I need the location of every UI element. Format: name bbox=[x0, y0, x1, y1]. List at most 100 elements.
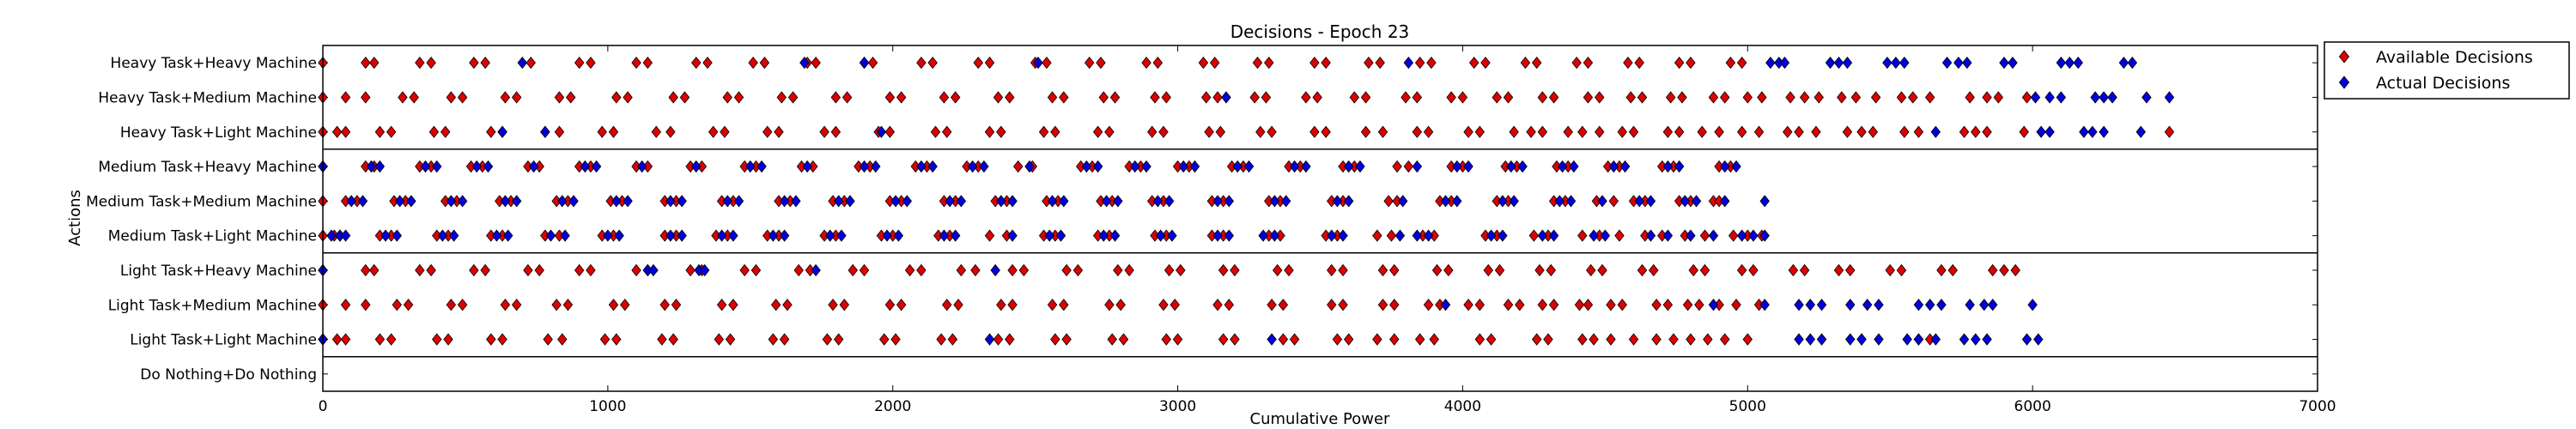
marker-available-decisions bbox=[1309, 125, 1320, 138]
marker-available-decisions bbox=[1625, 91, 1636, 104]
marker-actual-decisions bbox=[1759, 195, 1770, 208]
marker-available-decisions bbox=[916, 57, 927, 69]
marker-available-decisions bbox=[543, 333, 553, 346]
marker-available-decisions bbox=[1785, 91, 1795, 104]
marker-actual-decisions bbox=[665, 229, 676, 242]
marker-actual-decisions bbox=[677, 195, 687, 208]
marker-available-decisions bbox=[1332, 333, 1343, 346]
marker-actual-decisions bbox=[799, 57, 810, 69]
y-tick-label: Light Task+Medium Machine bbox=[108, 297, 317, 314]
marker-available-decisions bbox=[597, 125, 607, 138]
marker-available-decisions bbox=[759, 57, 770, 69]
marker-actual-decisions bbox=[1662, 229, 1674, 242]
marker-actual-decisions bbox=[540, 125, 550, 138]
marker-available-decisions bbox=[1637, 263, 1648, 277]
marker-available-decisions bbox=[1515, 299, 1525, 311]
marker-available-decisions bbox=[386, 125, 397, 138]
marker-available-decisions bbox=[1170, 299, 1180, 311]
marker-actual-decisions bbox=[1463, 160, 1473, 173]
marker-actual-decisions bbox=[1081, 160, 1092, 173]
marker-actual-decisions bbox=[1452, 160, 1462, 173]
marker-available-decisions bbox=[1924, 91, 1935, 104]
marker-available-decisions bbox=[1993, 91, 2004, 104]
marker-available-decisions bbox=[480, 263, 490, 277]
marker-available-decisions bbox=[1617, 125, 1627, 138]
marker-available-decisions bbox=[1583, 57, 1594, 69]
marker-available-decisions bbox=[574, 263, 585, 277]
marker-available-decisions bbox=[1651, 299, 1662, 311]
marker-available-decisions bbox=[1050, 125, 1060, 138]
y-tick-label: Medium Task+Medium Machine bbox=[86, 193, 317, 210]
marker-actual-decisions bbox=[557, 195, 568, 208]
marker-actual-decisions bbox=[1130, 160, 1140, 173]
marker-available-decisions bbox=[1096, 57, 1106, 69]
marker-actual-decisions bbox=[859, 160, 870, 173]
marker-actual-decisions bbox=[1412, 160, 1423, 173]
marker-available-decisions bbox=[739, 263, 750, 277]
marker-actual-decisions bbox=[756, 160, 767, 173]
x-axis-ticks: 0 1000 2000 3000 4000 5000 6000 7000 bbox=[319, 45, 2336, 415]
marker-available-decisions bbox=[374, 125, 386, 138]
marker-available-decisions bbox=[1050, 333, 1060, 346]
y-tick-label: Heavy Task+Medium Machine bbox=[98, 89, 317, 106]
marker-actual-decisions bbox=[1498, 229, 1508, 242]
marker-actual-decisions bbox=[374, 160, 386, 173]
marker-actual-decisions bbox=[893, 229, 904, 242]
marker-available-decisions bbox=[748, 57, 758, 69]
marker-actual-decisions bbox=[733, 195, 744, 208]
x-tick-label: 5000 bbox=[1729, 398, 1766, 415]
marker-available-decisions bbox=[1742, 91, 1753, 104]
marker-available-decisions bbox=[904, 263, 915, 277]
marker-actual-decisions bbox=[1794, 299, 1804, 311]
marker-available-decisions bbox=[1965, 91, 1975, 104]
marker-available-decisions bbox=[1104, 125, 1115, 138]
marker-actual-decisions bbox=[2118, 57, 2129, 69]
marker-available-decisions bbox=[1158, 125, 1169, 138]
marker-available-decisions bbox=[1389, 299, 1400, 311]
marker-available-decisions bbox=[896, 299, 907, 311]
marker-available-decisions bbox=[651, 125, 661, 138]
marker-available-decisions bbox=[930, 125, 941, 138]
marker-actual-decisions bbox=[945, 195, 955, 208]
marker-available-decisions bbox=[1389, 263, 1400, 277]
marker-actual-decisions bbox=[677, 229, 687, 242]
marker-actual-decisions bbox=[1269, 195, 1280, 208]
marker-actual-decisions bbox=[1987, 299, 1998, 311]
marker-available-decisions bbox=[1474, 299, 1485, 311]
marker-actual-decisions bbox=[446, 195, 457, 208]
marker-available-decisions bbox=[1896, 263, 1907, 277]
marker-actual-decisions bbox=[1805, 333, 1816, 346]
marker-available-decisions bbox=[1104, 299, 1115, 311]
marker-available-decisions bbox=[1597, 263, 1607, 277]
marker-available-decisions bbox=[331, 333, 343, 346]
marker-actual-decisions bbox=[457, 195, 468, 208]
marker-actual-decisions bbox=[2027, 299, 2038, 311]
marker-available-decisions bbox=[942, 299, 952, 311]
marker-available-decisions bbox=[951, 91, 961, 104]
marker-actual-decisions bbox=[1674, 160, 1685, 173]
marker-available-decisions bbox=[1389, 333, 1400, 346]
marker-available-decisions bbox=[1301, 91, 1311, 104]
marker-available-decisions bbox=[1210, 57, 1220, 69]
marker-available-decisions bbox=[1637, 91, 1648, 104]
marker-available-decisions bbox=[1312, 91, 1322, 104]
marker-available-decisions bbox=[1614, 229, 1625, 242]
marker-available-decisions bbox=[1278, 333, 1289, 346]
marker-available-decisions bbox=[867, 57, 878, 69]
marker-available-decisions bbox=[457, 91, 468, 104]
marker-actual-decisions bbox=[1485, 229, 1497, 242]
marker-available-decisions bbox=[1176, 263, 1186, 277]
marker-available-decisions bbox=[1278, 299, 1289, 311]
marker-actual-decisions bbox=[500, 195, 511, 208]
marker-available-decisions bbox=[733, 91, 744, 104]
marker-available-decisions bbox=[1736, 125, 1747, 138]
marker-actual-decisions bbox=[2099, 125, 2109, 138]
marker-available-decisions bbox=[1059, 91, 1069, 104]
marker-actual-decisions bbox=[580, 160, 591, 173]
marker-available-decisions bbox=[1113, 263, 1123, 277]
marker-available-decisions bbox=[1109, 91, 1121, 104]
marker-available-decisions bbox=[562, 299, 574, 311]
marker-actual-decisions bbox=[1930, 125, 1941, 138]
marker-actual-decisions bbox=[2033, 333, 2044, 346]
marker-actual-decisions bbox=[979, 160, 989, 173]
